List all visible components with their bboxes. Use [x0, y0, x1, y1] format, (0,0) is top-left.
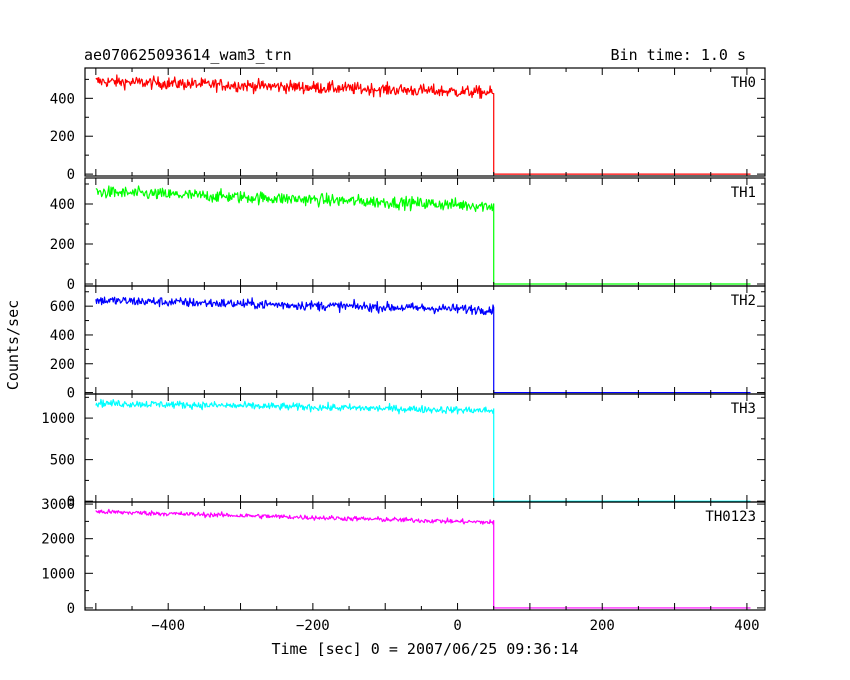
- series-line-th2: [95, 296, 751, 394]
- panels-group: 0 200 400 TH0 0 200 400 TH1 0 200 400 600 TH2 0 500 100…: [41, 67, 766, 617]
- panel-frame: [84, 501, 766, 611]
- panel-frame: [84, 67, 766, 177]
- x-tick-label: −400: [151, 618, 185, 634]
- y-tick-label: 0: [67, 494, 75, 510]
- bin-time-label: Bin time: 1.0 s: [611, 46, 746, 64]
- panel-th3: 0 500 1000 TH3: [41, 393, 766, 510]
- panel-th0123: 0 1000 2000 3000 TH0123: [41, 497, 766, 617]
- y-tick-label: 0: [67, 167, 75, 183]
- y-tick-label: 500: [50, 453, 75, 469]
- series-line-th3: [95, 398, 751, 502]
- y-tick-label: 1000: [41, 566, 75, 582]
- y-tick-label: 400: [50, 328, 75, 344]
- x-tick-label: −200: [296, 618, 330, 634]
- y-tick-label: 600: [50, 299, 75, 315]
- y-tick-label: 200: [50, 129, 75, 145]
- panel-th0: 0 200 400 TH0: [50, 67, 766, 183]
- panel-label-th0123: TH0123: [705, 509, 756, 525]
- panel-label-th3: TH3: [731, 401, 756, 417]
- y-tick-label: 0: [67, 386, 75, 402]
- y-tick-label: 400: [50, 91, 75, 107]
- panel-th1: 0 200 400 TH1: [50, 177, 766, 293]
- y-tick-label: 2000: [41, 532, 75, 548]
- y-axis-label: Counts/sec: [4, 300, 22, 390]
- chart-title: ae070625093614_wam3_trn: [84, 46, 292, 64]
- panel-label-th2: TH2: [731, 293, 756, 309]
- y-tick-label: 0: [67, 601, 75, 617]
- y-tick-label: 0: [67, 277, 75, 293]
- panel-label-th1: TH1: [731, 185, 756, 201]
- panel-label-th0: TH0: [731, 75, 756, 91]
- y-tick-label: 200: [50, 237, 75, 253]
- x-axis-label: Time [sec] 0 = 2007/06/25 09:36:14: [271, 640, 578, 658]
- y-tick-label: 400: [50, 197, 75, 213]
- y-tick-label: 1000: [41, 411, 75, 427]
- series-line-th0123: [95, 508, 751, 609]
- y-tick-label: 200: [50, 357, 75, 373]
- x-tick-label: 400: [734, 618, 759, 634]
- y-tick-label: 3000: [41, 497, 75, 513]
- x-tick-label: 200: [590, 618, 615, 634]
- x-tick-label: 0: [453, 618, 461, 634]
- x-tick-labels: −400 −200 0 200 400: [151, 618, 759, 634]
- series-line-th1: [95, 185, 751, 285]
- panel-th2: 0 200 400 600 TH2: [50, 285, 766, 402]
- series-line-th0: [95, 74, 751, 175]
